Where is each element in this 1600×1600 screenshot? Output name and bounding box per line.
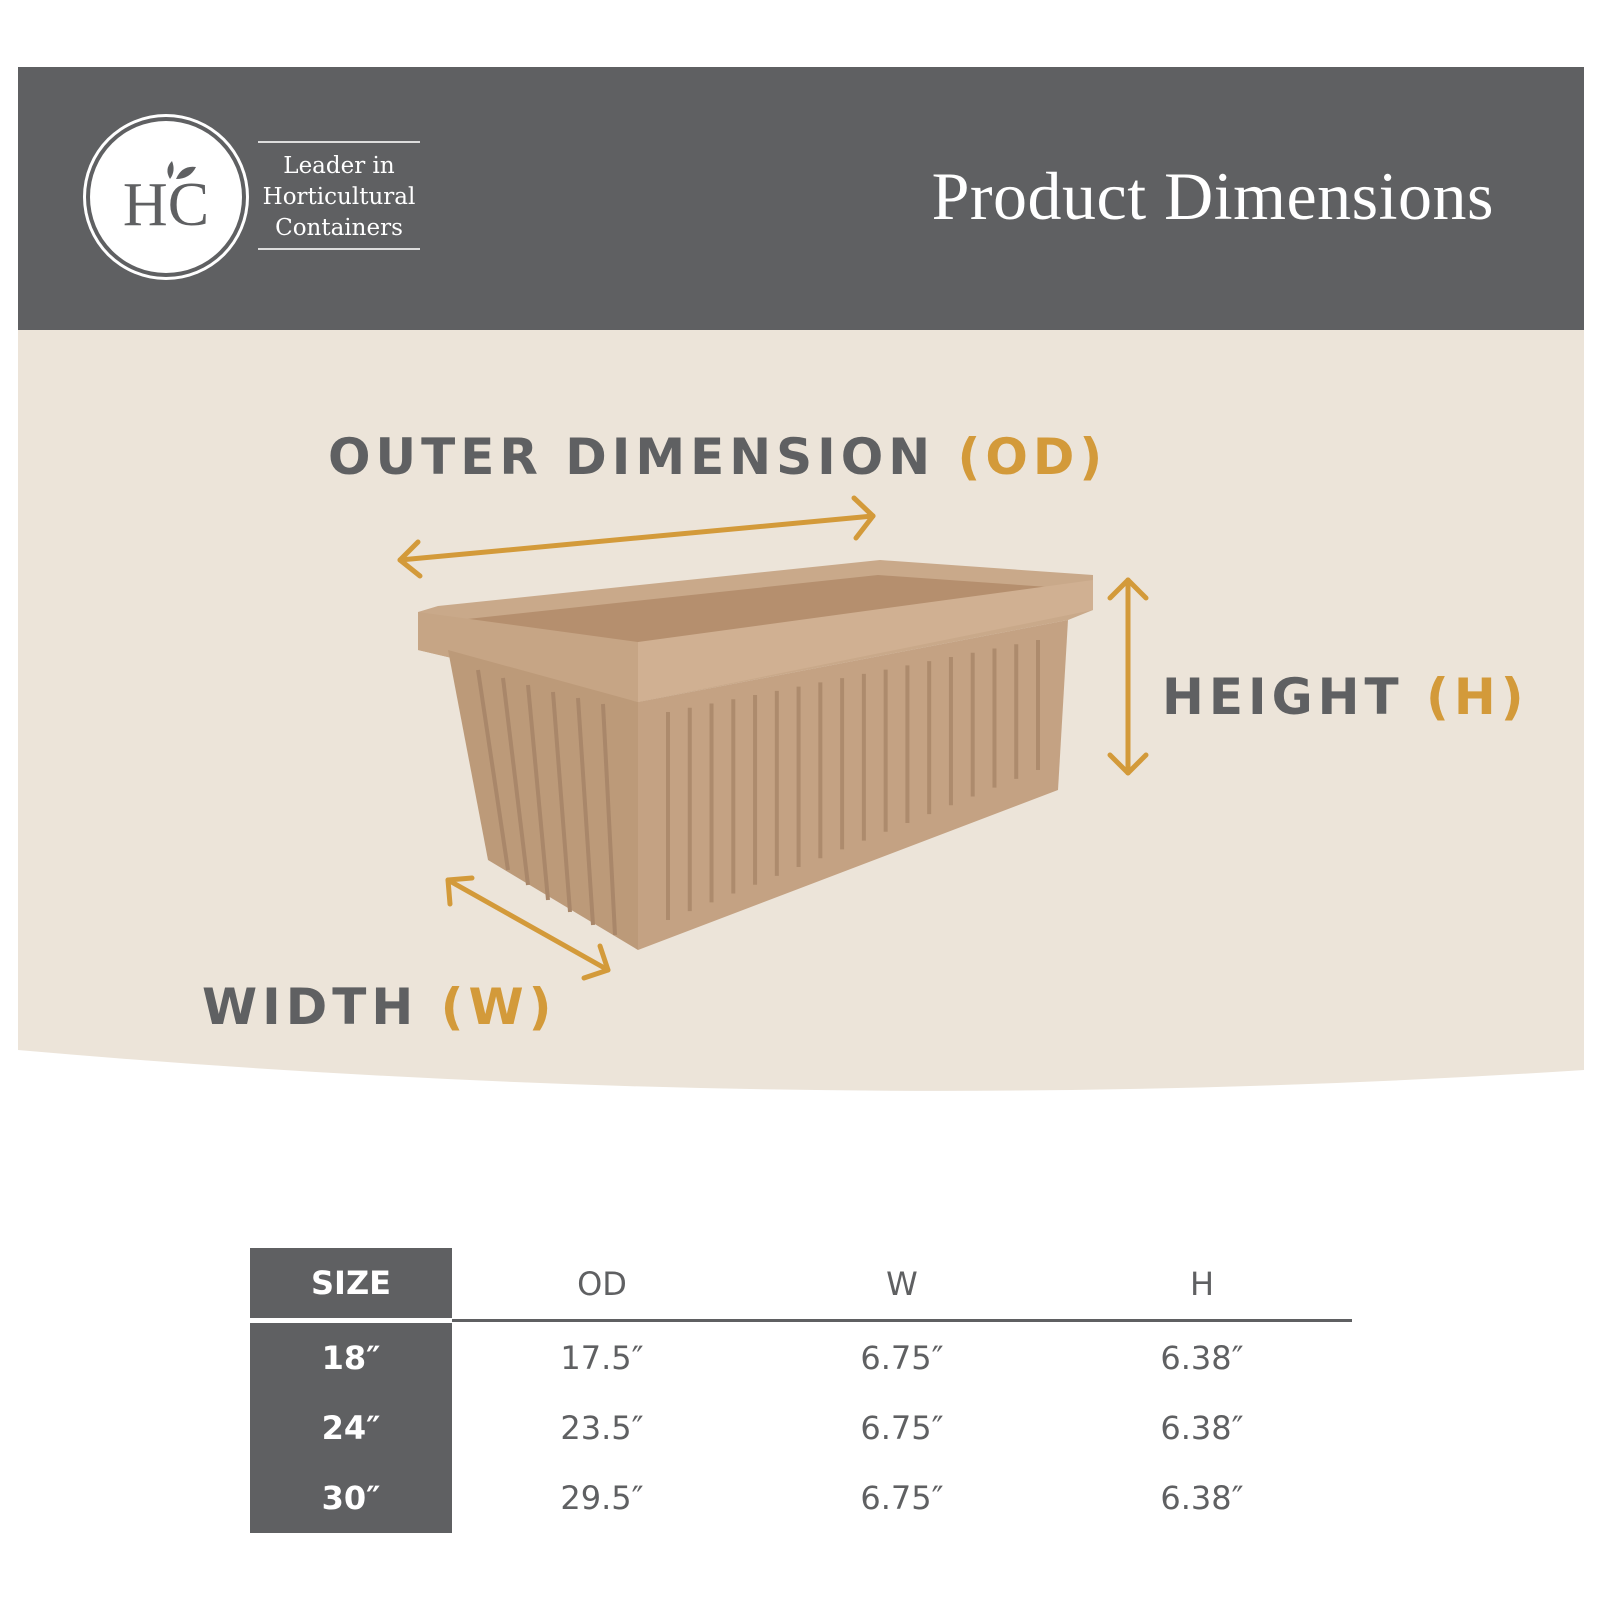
- table-row: 18″ 17.5″ 6.75″ 6.38″: [250, 1320, 1352, 1393]
- brand-tagline: Leader in Horticultural Containers: [258, 141, 420, 250]
- h-cell: 6.38″: [1160, 1338, 1244, 1377]
- table-header-row: SIZE OD W H: [250, 1248, 1352, 1323]
- page-title: Product Dimensions: [931, 158, 1494, 234]
- tagline-line: Leader in: [283, 153, 395, 179]
- od-label: OUTER DIMENSION (OD): [328, 428, 1108, 486]
- column-header: SIZE: [250, 1248, 452, 1323]
- tagline-line: Containers: [275, 215, 403, 241]
- header-banner: HC Leader in Horticultural Containers Pr…: [18, 67, 1584, 330]
- tagline-line: Horticultural: [262, 184, 416, 210]
- width-label: WIDTH (W): [202, 978, 557, 1036]
- column-header: OD: [452, 1248, 752, 1322]
- od-cell: 23.5″: [560, 1409, 644, 1447]
- size-cell: 30″: [250, 1463, 452, 1533]
- column-header: H: [1052, 1248, 1352, 1322]
- diagram-background: [18, 330, 1584, 1091]
- w-cell: 6.75″: [860, 1409, 944, 1447]
- od-arrow-icon: [397, 513, 876, 563]
- brand-logo: HC: [90, 121, 242, 273]
- column-header: W: [752, 1248, 1052, 1322]
- table-row: 30″ 29.5″ 6.75″ 6.38″: [250, 1463, 1352, 1533]
- width-arrow-icon: [445, 877, 611, 973]
- w-cell: 6.75″: [860, 1338, 944, 1377]
- size-cell: 18″: [250, 1320, 452, 1393]
- planter-illustration: [418, 560, 1093, 950]
- hc-logo-icon: HC: [123, 161, 209, 239]
- od-cell: 29.5″: [560, 1479, 644, 1517]
- size-cell: 24″: [250, 1393, 452, 1463]
- h-cell: 6.38″: [1160, 1409, 1244, 1447]
- height-label: HEIGHT (H): [1162, 668, 1529, 726]
- od-cell: 17.5″: [560, 1338, 644, 1377]
- size-table: SIZE OD W H 18″ 17.5″ 6.75″ 6.38″ 24″ 23…: [250, 1248, 1352, 1533]
- table-row: 24″ 23.5″ 6.75″ 6.38″: [250, 1393, 1352, 1463]
- logo-letters: HC: [123, 171, 209, 239]
- dimension-arrows: [397, 495, 1149, 981]
- w-cell: 6.75″: [860, 1479, 944, 1517]
- h-cell: 6.38″: [1160, 1479, 1244, 1517]
